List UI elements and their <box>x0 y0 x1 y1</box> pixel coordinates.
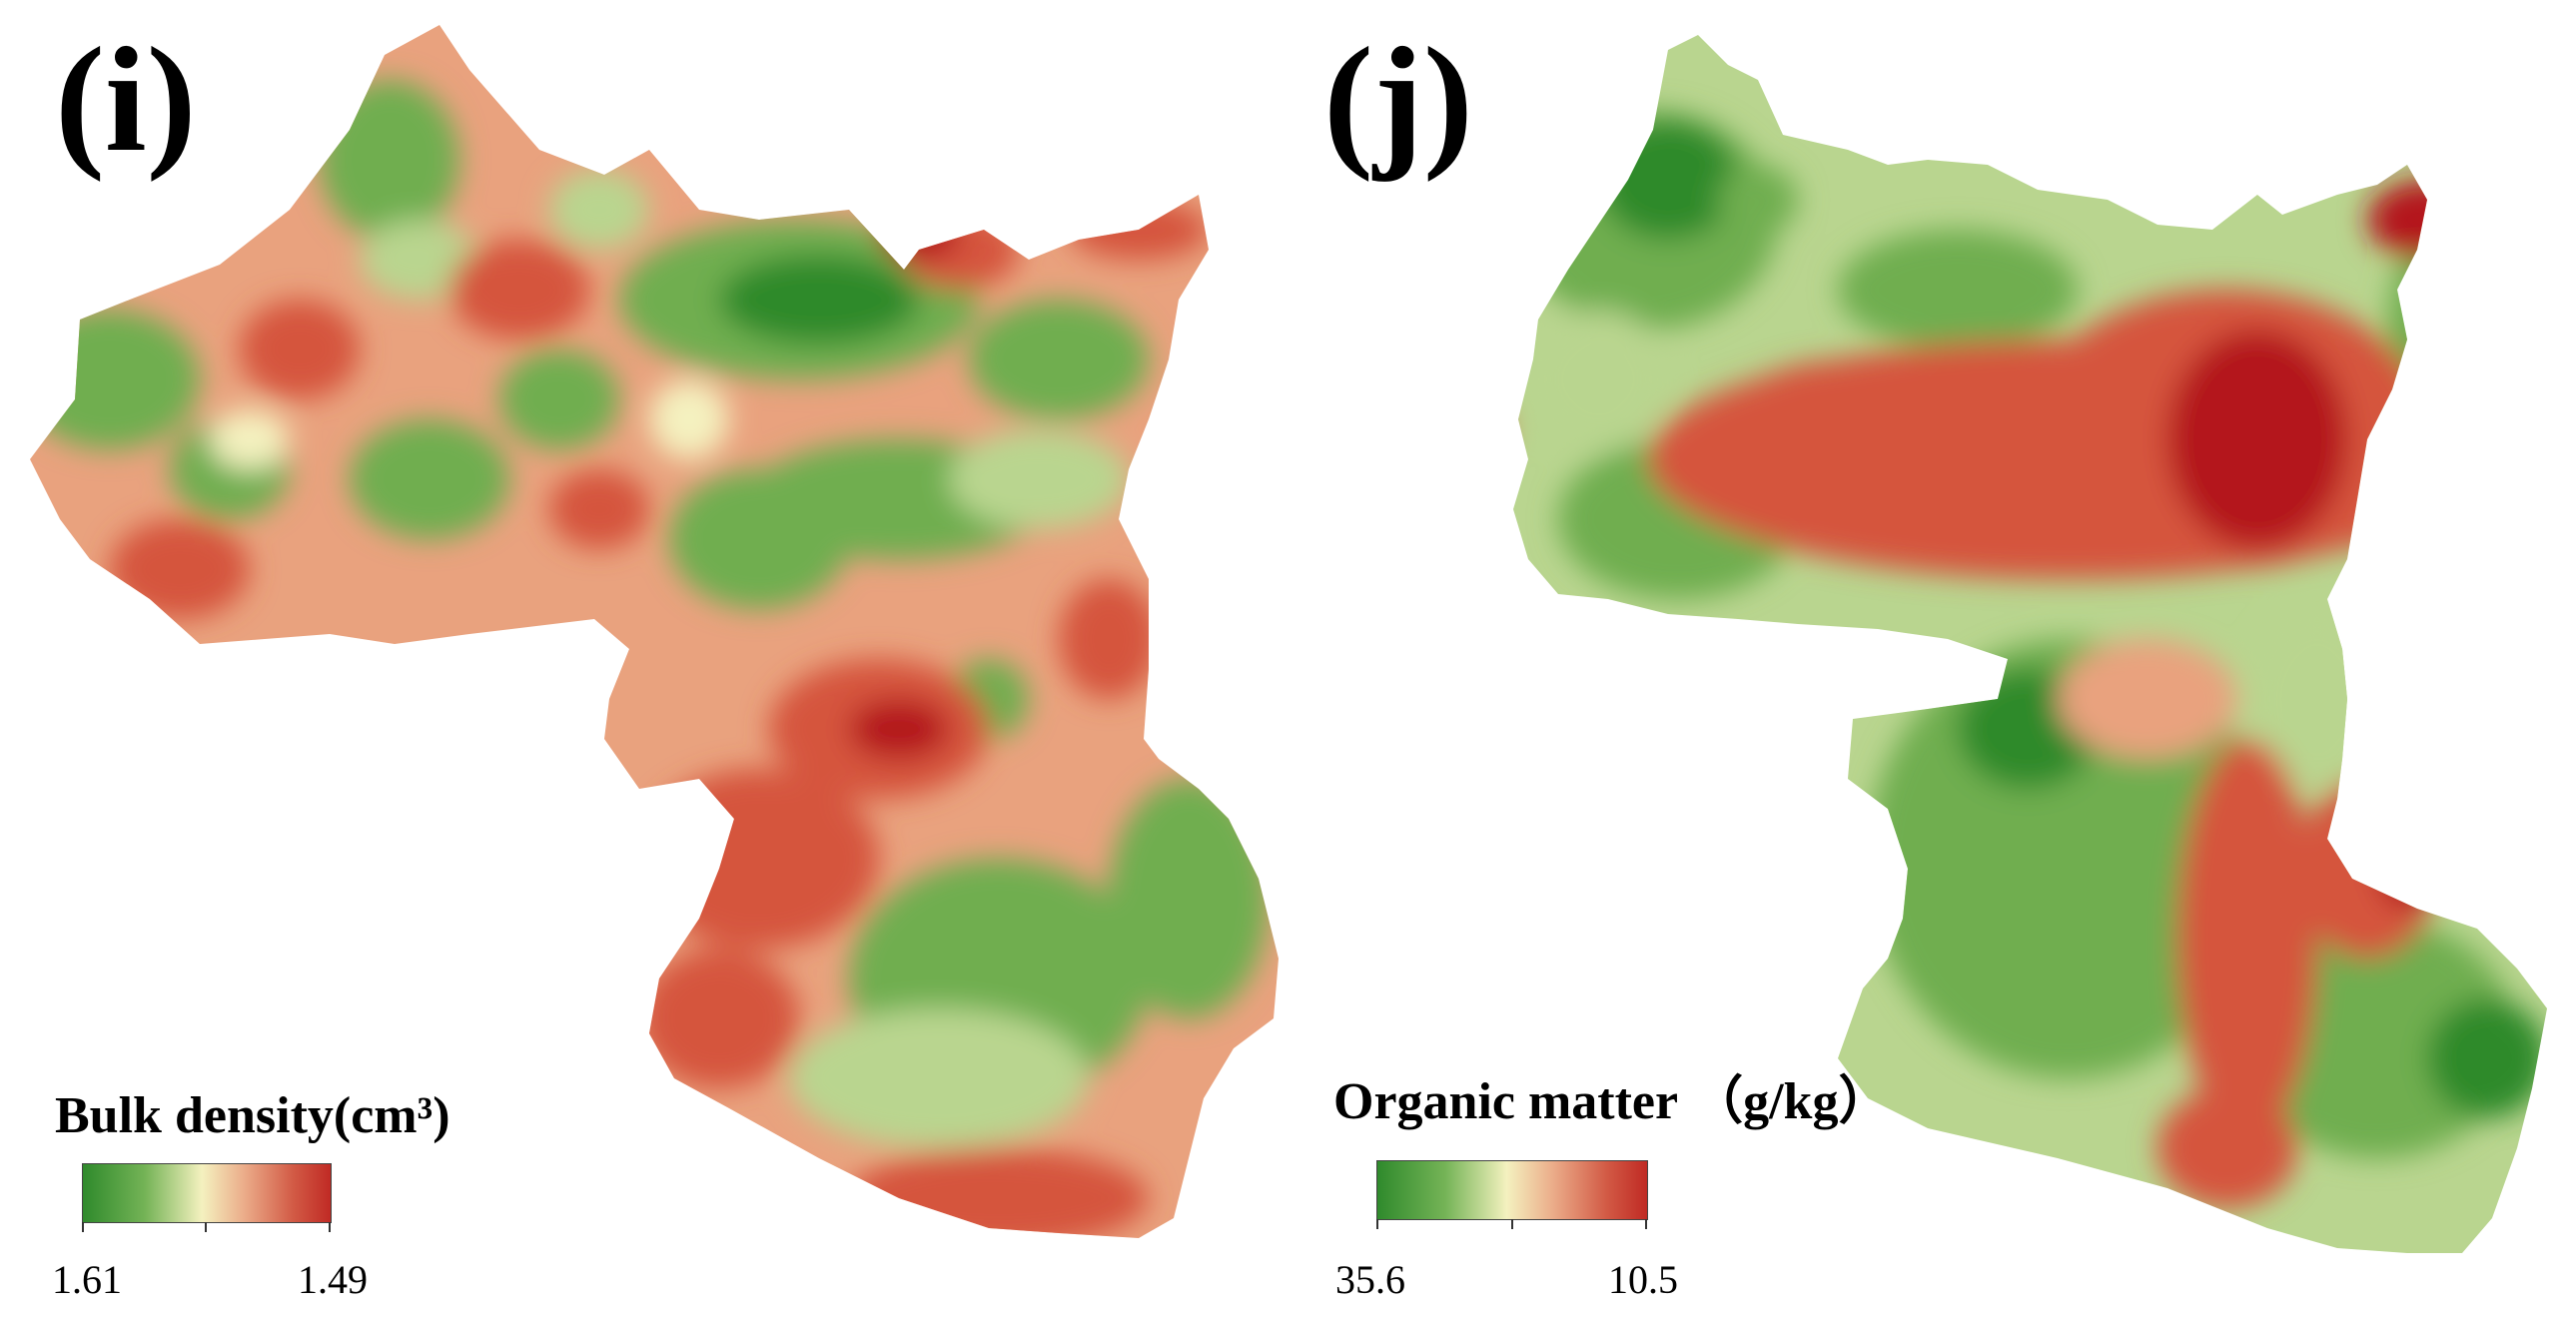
mid-tick <box>205 1222 207 1232</box>
organic-matter-map <box>1513 35 2547 1253</box>
panel-label-j: (j) <box>1323 17 1473 183</box>
organic-matter-panel: (j) <box>1288 0 2576 1318</box>
mid-tick <box>1511 1219 1513 1229</box>
legend-min-value: 35.6 <box>1335 1257 1405 1302</box>
min-tick <box>1376 1219 1378 1229</box>
min-tick <box>82 1222 84 1232</box>
bulk-density-map <box>30 25 1279 1238</box>
bulk-density-panel: (i) <box>30 17 1279 1302</box>
legend-min-value: 1.61 <box>52 1257 122 1302</box>
color-ramp <box>82 1163 332 1223</box>
panel-label-i: (i) <box>55 17 197 183</box>
organic-matter-surface <box>1518 110 2547 1208</box>
legend-max-value: 10.5 <box>1608 1257 1678 1302</box>
max-tick <box>1645 1219 1647 1229</box>
legend-max-value: 1.49 <box>298 1257 368 1302</box>
legend-title: Bulk density(cm³) <box>55 1087 450 1144</box>
bulk-density-surface <box>30 80 1269 1238</box>
legend-title: Organic matter （g/kg） <box>1333 1073 1891 1130</box>
color-ramp <box>1376 1160 1648 1220</box>
max-tick <box>329 1222 331 1232</box>
